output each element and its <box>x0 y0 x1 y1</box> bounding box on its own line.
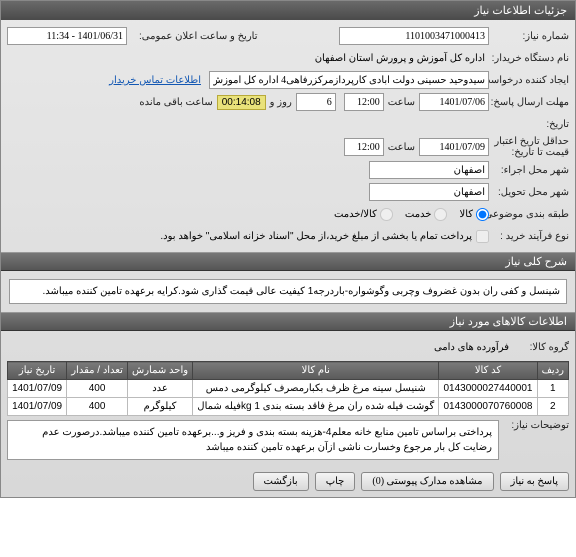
need-no-label: شماره نیاز: <box>489 31 569 42</box>
print-button[interactable]: چاپ <box>315 472 356 491</box>
table-cell: 2 <box>537 398 568 416</box>
group-label: گروه کالا: <box>509 342 569 353</box>
table-cell: 0143000027440001 <box>439 380 537 398</box>
validity-time <box>344 138 384 156</box>
hour-label-2: ساعت <box>384 142 419 153</box>
back-button[interactable]: بازگشت <box>253 472 309 491</box>
treasury-checkbox[interactable]: پرداخت تمام یا بخشی از مبلغ خرید،از محل … <box>160 230 489 243</box>
buyer-value: اداره کل آموزش و پرورش استان اصفهان <box>311 53 489 64</box>
table-col-header: واحد شمارش <box>127 362 192 380</box>
table-col-header: تعداد / مقدار <box>67 362 128 380</box>
table-header-row: ردیفکد کالانام کالاواحد شمارشتعداد / مقد… <box>8 362 569 380</box>
attachments-button[interactable]: مشاهده مدارک پیوستی (0) <box>361 472 493 491</box>
deadline-label: مهلت ارسال پاسخ: <box>489 97 569 108</box>
reply-button[interactable]: پاسخ به نیاز <box>500 472 570 491</box>
table-col-header: نام کالا <box>193 362 439 380</box>
buyer-label: نام دستگاه خریدار: <box>489 53 569 64</box>
table-cell: کیلوگرم <box>127 398 192 416</box>
announce-field <box>7 27 127 45</box>
hour-label-1: ساعت <box>384 97 419 108</box>
deadline-time <box>344 93 384 111</box>
table-col-header: کد کالا <box>439 362 537 380</box>
table-cell: 1401/07/09 <box>8 398 67 416</box>
group-value: فرآورده های دامی <box>434 342 509 353</box>
table-row: 10143000027440001شنیسل سینه مرغ ظرف بکبا… <box>8 380 569 398</box>
city-deliv-label: شهر محل تحویل: <box>489 187 569 198</box>
requester-label: ایجاد کننده درخواست: <box>489 75 569 86</box>
table-cell: 400 <box>67 380 128 398</box>
requester-field <box>209 71 489 89</box>
class-radio-group: کالا خدمت کالا/خدمت <box>334 208 489 221</box>
city-exec-field <box>369 161 489 179</box>
table-cell: 0143000070760008 <box>439 398 537 416</box>
days-remaining <box>296 93 336 111</box>
table-cell: 1401/07/09 <box>8 380 67 398</box>
table-cell: 1 <box>537 380 568 398</box>
notes-label: توضیحات نیاز: <box>499 420 569 431</box>
items-table: ردیفکد کالانام کالاواحد شمارشتعداد / مقد… <box>7 361 569 416</box>
need-details-window: جزئیات اطلاعات نیاز شماره نیاز: تاریخ و … <box>0 0 576 498</box>
need-description: شینسل و کفی ران بدون غضروف وچربی وگوشوار… <box>9 279 567 304</box>
radio-kala[interactable]: کالا <box>459 208 489 221</box>
desc-header: شرح کلی نیاز <box>1 252 575 271</box>
city-exec-label: شهر محل اجراء: <box>489 165 569 176</box>
city-deliv-field <box>369 183 489 201</box>
table-col-header: تاریخ نیاز <box>8 362 67 380</box>
table-cell: گوشت فیله شده ران مرغ فاقد بسته بندی 1 k… <box>193 398 439 416</box>
contact-link[interactable]: اطلاعات تماس خریدار <box>109 75 201 86</box>
class-label: طبقه بندی موضوعی: <box>489 209 569 220</box>
table-row: 20143000070760008گوشت فیله شده ران مرغ ف… <box>8 398 569 416</box>
radio-khedmat[interactable]: خدمت <box>405 208 448 221</box>
remain-label: ساعت باقی مانده <box>135 97 216 108</box>
table-cell: شنیسل سینه مرغ ظرف بکبارمصرف کیلوگرمی دم… <box>193 380 439 398</box>
table-cell: 400 <box>67 398 128 416</box>
countdown-timer: 00:14:08 <box>217 95 266 110</box>
validity-label: حداقل تاریخ اعتبار قیمت تا تاریخ: <box>489 136 569 158</box>
items-header: اطلاعات کالاهای مورد نیاز <box>1 312 575 331</box>
deadline-date <box>419 93 489 111</box>
footer-buttons: پاسخ به نیاز مشاهده مدارک پیوستی (0) چاپ… <box>1 466 575 497</box>
until-label: تاریخ: <box>489 119 569 130</box>
window-title: جزئیات اطلاعات نیاز <box>1 1 575 20</box>
process-label: نوع فرآیند خرید : <box>489 231 569 242</box>
need-no-field <box>339 27 489 45</box>
validity-date <box>419 138 489 156</box>
announce-label: تاریخ و ساعت اعلان عمومی: <box>135 31 258 42</box>
radio-both[interactable]: کالا/خدمت <box>334 208 393 221</box>
need-notes: پرداختی براساس تامین منابع خانه معلم4-هز… <box>7 420 499 460</box>
header-form: شماره نیاز: تاریخ و ساعت اعلان عمومی: نا… <box>1 20 575 252</box>
table-col-header: ردیف <box>537 362 568 380</box>
table-cell: عدد <box>127 380 192 398</box>
days-label: روز و <box>266 97 296 108</box>
